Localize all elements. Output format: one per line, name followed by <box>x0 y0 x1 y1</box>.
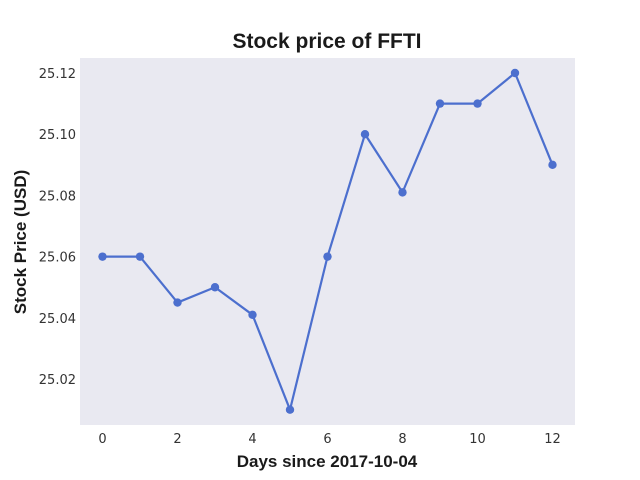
x-axis-label: Days since 2017-10-04 <box>237 452 418 471</box>
x-tick-label: 8 <box>398 432 406 447</box>
x-tick-label: 6 <box>323 432 331 447</box>
data-point <box>398 188 407 197</box>
data-point <box>548 160 557 170</box>
x-tick-label: 2 <box>173 432 181 447</box>
data-point <box>285 405 295 414</box>
data-point <box>435 99 445 108</box>
y-tick-label: 25.08 <box>39 189 76 204</box>
y-axis-label: Stock Price (USD) <box>11 170 30 315</box>
data-point <box>173 298 182 307</box>
x-tick-labels: 0 2 4 6 8 10 12 <box>98 432 560 447</box>
x-tick-label: 0 <box>98 432 106 447</box>
y-tick-label: 25.12 <box>39 67 76 82</box>
x-tick-label: 4 <box>248 432 256 447</box>
data-point <box>135 252 145 261</box>
chart-title: Stock price of FFTI <box>232 30 421 53</box>
data-point <box>473 99 482 108</box>
y-tick-label: 25.06 <box>39 251 76 266</box>
data-point <box>510 68 520 78</box>
data-point <box>360 130 370 139</box>
x-tick-label: 12 <box>544 432 561 447</box>
data-point <box>98 252 107 261</box>
y-tick-labels: 25.02 25.04 25.06 25.08 25.10 25.12 <box>39 67 76 388</box>
y-tick-label: 25.04 <box>39 312 76 327</box>
x-tick-label: 10 <box>469 432 486 447</box>
y-tick-label: 25.10 <box>39 128 76 143</box>
data-point <box>248 310 257 320</box>
y-tick-label: 25.02 <box>39 373 76 388</box>
data-point <box>210 283 220 292</box>
series-layer <box>98 68 557 414</box>
plot-area-background <box>80 58 575 425</box>
data-point <box>323 252 332 261</box>
